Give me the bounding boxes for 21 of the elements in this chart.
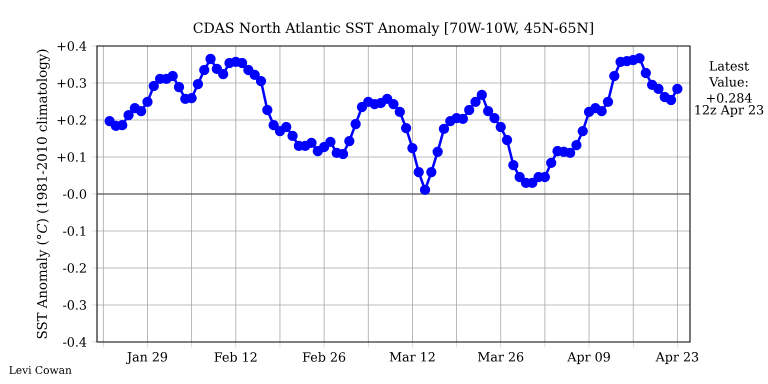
text: Levi Cowan — [9, 366, 72, 374]
y-tick-label: -0.3 — [63, 300, 86, 310]
y-tick-label: +0.3 — [58, 78, 86, 88]
y-tick-label: +0.2 — [58, 115, 86, 125]
y-tick-label: -0.4 — [63, 337, 86, 347]
x-tick-label: Mar 26 — [478, 352, 524, 362]
x-tick-label: Feb 26 — [302, 352, 346, 362]
y-tick-label: -0.1 — [63, 226, 86, 236]
x-tick-label: Mar 12 — [390, 352, 435, 362]
x-tick-label: Apr 09 — [567, 352, 610, 364]
y-axis-title: SST Anomaly (°C) (1981-2010 climatology) — [36, 50, 50, 338]
y-tick-label: -0.0 — [63, 189, 86, 199]
y-tick-label: +0.1 — [58, 152, 86, 162]
text: Latest Value: +0.284 — [706, 61, 752, 103]
x-tick-label: Feb 12 — [214, 352, 256, 362]
chart-title: CDAS North Atlantic SST Anomaly [70W-10W, 45N-65N] — [194, 22, 593, 36]
y-tick-label: +0.4 — [58, 41, 86, 51]
x-tick-label: Apr 23 — [656, 352, 698, 364]
text: 12z Apr 23 — [695, 104, 764, 118]
y-tick-label: -0.2 — [63, 263, 86, 273]
x-tick-label: Jan 29 — [126, 352, 168, 364]
